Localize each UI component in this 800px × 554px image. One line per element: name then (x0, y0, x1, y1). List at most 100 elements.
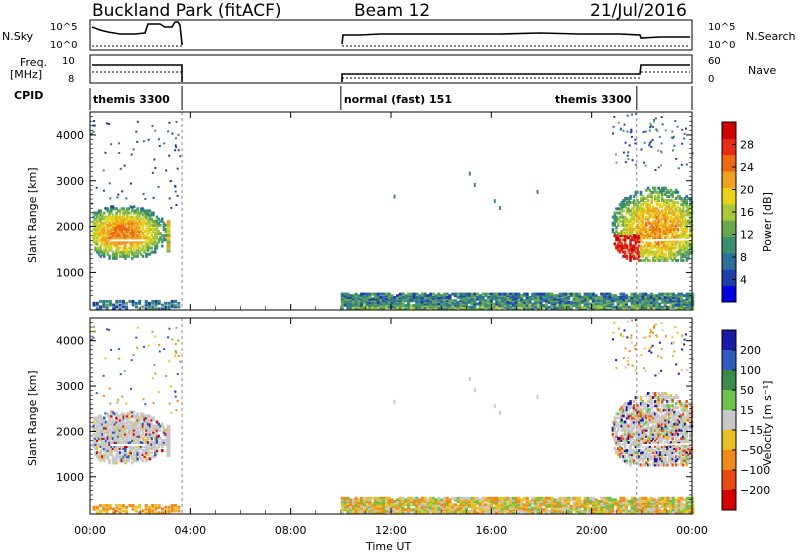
power-cell (683, 304, 686, 308)
velocity-cell (110, 453, 113, 457)
velocity-cell (418, 509, 422, 513)
power-cell (639, 199, 643, 203)
power-cell (152, 230, 155, 233)
velocity-cell (139, 422, 143, 426)
velocity-cell (423, 496, 427, 500)
velocity-cell (132, 451, 136, 455)
power-cell (120, 225, 124, 229)
power-cell (683, 219, 687, 223)
velocity-cell (616, 500, 620, 503)
power-cell (641, 246, 645, 250)
power-cell (605, 304, 609, 308)
velocity-cell (437, 498, 441, 502)
power-cell (125, 254, 129, 258)
power-cell (506, 300, 510, 304)
velocity-cell (393, 509, 397, 513)
power-cell (616, 297, 620, 301)
velocity-cell (129, 449, 132, 453)
power-cell (662, 230, 666, 233)
power-cell (652, 294, 656, 298)
power-cell (641, 305, 645, 309)
velocity-cell (404, 511, 408, 515)
power-cell (625, 299, 628, 303)
power-cell (643, 258, 646, 262)
power-cell (605, 292, 609, 296)
power-cell (659, 205, 662, 209)
velocity-cell (456, 506, 460, 510)
power-cell (136, 236, 139, 240)
power-cell (141, 246, 145, 250)
power-cell (445, 304, 449, 308)
velocity-cell (170, 505, 174, 509)
power-cell (415, 300, 419, 304)
velocity-cell (629, 443, 632, 446)
power-cell (500, 307, 504, 311)
velocity-cell (106, 457, 110, 461)
power-cell (127, 211, 131, 215)
power-cell (676, 223, 680, 227)
power-cell (387, 305, 391, 309)
power-cell (671, 294, 675, 298)
power-cell (103, 217, 106, 221)
power-cell (148, 228, 152, 231)
power-cell (673, 236, 676, 240)
power-cell (97, 211, 101, 215)
power-cell (638, 201, 641, 205)
velocity-cell (663, 500, 667, 503)
velocity-cell (624, 451, 627, 455)
power-cell (177, 301, 181, 305)
velocity-cell (96, 428, 99, 432)
power-cell (580, 307, 584, 311)
velocity-cell (106, 412, 110, 416)
power-cell (101, 228, 104, 231)
power-cell (108, 238, 111, 242)
power-colorbar-swatch (722, 154, 736, 172)
velocity-cell (170, 411, 173, 414)
velocity-cell (124, 428, 127, 432)
velocity-cell (685, 504, 689, 508)
velocity-cell (104, 428, 108, 432)
power-cell (594, 299, 598, 303)
velocity-cell (110, 449, 113, 453)
power-cell (669, 236, 673, 240)
velocity-cell (379, 506, 383, 510)
velocity-cell (629, 461, 632, 465)
velocity-cell (467, 504, 471, 508)
velocity-cell (600, 511, 604, 515)
velocity-cell (111, 428, 115, 432)
power-cell (556, 297, 559, 301)
velocity-cell (162, 432, 166, 436)
power-cell (638, 225, 641, 229)
power-cell (636, 304, 640, 308)
power-cell (398, 295, 402, 299)
power-cell (687, 252, 690, 256)
velocity-cell (103, 394, 105, 397)
velocity-cell (159, 428, 162, 432)
velocity-cell (115, 509, 119, 513)
power-cell (678, 209, 681, 213)
power-cell (689, 228, 692, 231)
power-cell (113, 244, 117, 248)
power-cell (129, 228, 132, 231)
power-cell (454, 299, 457, 303)
power-cell (652, 215, 655, 219)
velocity-cell (373, 508, 377, 512)
power-cell (550, 304, 554, 308)
power-cell (136, 223, 139, 227)
power-cell (629, 242, 632, 246)
power-cell (678, 250, 681, 254)
velocity-cell (362, 511, 366, 515)
power-cell (478, 295, 482, 299)
velocity-cell (118, 445, 122, 448)
power-cell (613, 232, 616, 236)
velocity-cell (97, 438, 101, 442)
power-cell (122, 242, 125, 246)
power-cell (655, 246, 659, 250)
velocity-cell (415, 508, 419, 512)
power-cell (644, 305, 648, 309)
power-cell (685, 258, 688, 262)
velocity-cell (131, 414, 134, 418)
power-cell (511, 304, 515, 308)
velocity-cell (108, 416, 111, 420)
velocity-cell (470, 498, 474, 502)
